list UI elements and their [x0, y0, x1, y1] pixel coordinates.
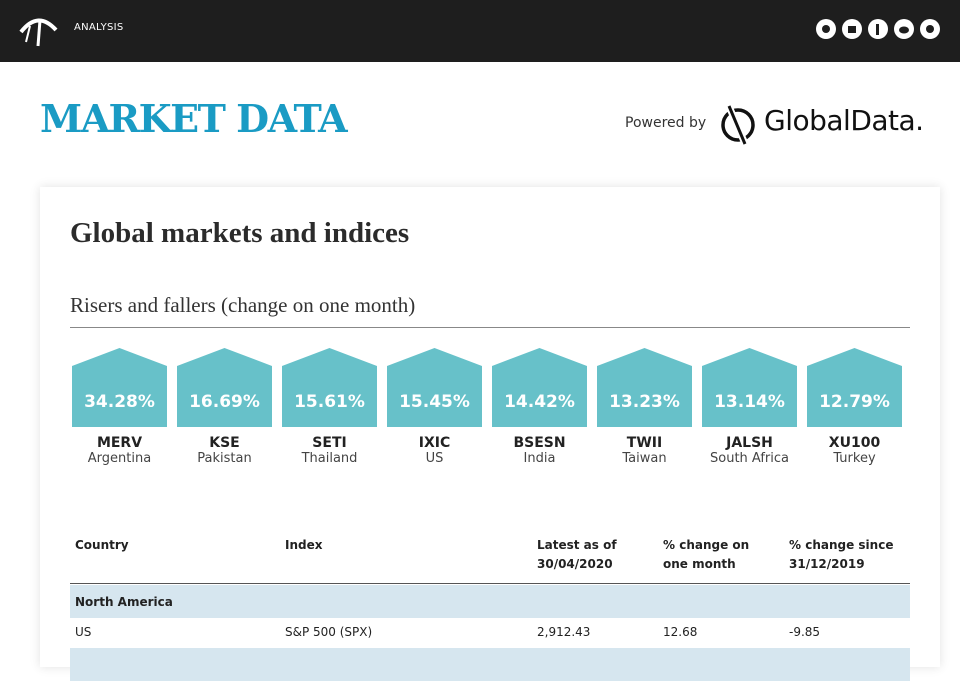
- tile-shape: [807, 348, 902, 427]
- divider: [70, 327, 910, 328]
- tile-change: 15.61%: [294, 392, 365, 412]
- tile-country: India: [523, 451, 556, 466]
- card-title: Global markets and indices: [70, 217, 410, 249]
- riser-tile: 14.42% BSESN India: [492, 348, 587, 466]
- tile-country: Turkey: [833, 451, 876, 466]
- group-row: [70, 648, 910, 681]
- riser-tile: 13.14% JALSH South Africa: [702, 348, 797, 466]
- group-name: North America: [75, 595, 173, 609]
- column-header: Latest as of 30/04/2020: [537, 538, 617, 571]
- group-row: [70, 585, 910, 618]
- table-cell: US: [75, 625, 92, 639]
- tile-change: 16.69%: [189, 392, 260, 412]
- riser-tile: 13.23% TWII Taiwan: [597, 348, 692, 466]
- tile-country: Pakistan: [197, 451, 252, 466]
- powered-by: Powered by: [625, 115, 707, 131]
- tile-shape: [282, 348, 377, 427]
- brand-mark: [721, 102, 755, 148]
- nav-link[interactable]: ANALYSIS: [74, 22, 124, 33]
- tile-code: TWII: [626, 435, 663, 451]
- tile-shape: [702, 348, 797, 427]
- riser-tile: 16.69% KSE Pakistan: [177, 348, 272, 466]
- column-header: % change since 31/12/2019: [789, 538, 894, 571]
- tile-change: 13.14%: [714, 392, 785, 412]
- card-subtitle: Risers and fallers (change on one month): [70, 293, 416, 317]
- tile-change: 13.23%: [609, 392, 680, 412]
- tile-code: JALSH: [726, 435, 773, 451]
- tile-country: South Africa: [710, 451, 789, 466]
- tile-shape: [72, 348, 167, 427]
- market-card: Global markets and indices Risers and fa…: [40, 187, 940, 681]
- table-cell: S&P 500 (SPX): [285, 625, 373, 639]
- table-cell: 2,912.43: [537, 625, 591, 639]
- tile-code: XU100: [828, 435, 881, 451]
- column-header: % change on one month: [663, 538, 750, 571]
- top-bar: ANALYSIS: [0, 0, 960, 62]
- tile-code: IXIC: [418, 435, 451, 451]
- tile-country: Thailand: [301, 451, 358, 466]
- tile-shape: [387, 348, 482, 427]
- tile-country: Argentina: [87, 451, 152, 466]
- page-title: MARKET DATA: [40, 96, 348, 141]
- table-cell: 12.68: [663, 625, 698, 639]
- table-rule: [70, 583, 910, 584]
- tile-code: BSESN: [513, 435, 566, 451]
- tile-shape: [492, 348, 587, 427]
- tile-code: SETI: [312, 435, 347, 451]
- riser-tile: 34.28% MERV Argentina: [72, 348, 167, 466]
- riser-tile: 15.61% SETI Thailand: [282, 348, 377, 466]
- brand-name[interactable]: GlobalData.: [764, 104, 924, 137]
- riser-tile: 12.79% XU100 Turkey: [807, 348, 902, 466]
- riser-tile: 15.45% IXIC US: [387, 348, 482, 466]
- tile-change: 15.45%: [399, 392, 470, 412]
- table-cell: -9.85: [789, 625, 821, 639]
- tile-country: US: [425, 451, 444, 466]
- tile-change: 12.79%: [819, 392, 890, 412]
- site-logo[interactable]: [18, 12, 60, 48]
- tile-code: MERV: [96, 435, 143, 451]
- tile-code: KSE: [209, 435, 240, 451]
- column-header: Index: [285, 538, 323, 552]
- tile-shape: [177, 348, 272, 427]
- tile-shape: [597, 348, 692, 427]
- tile-change: 14.42%: [504, 392, 575, 412]
- tile-change: 34.28%: [84, 392, 155, 412]
- column-header: Country: [75, 538, 129, 552]
- social-icons: [816, 19, 940, 39]
- tile-country: Taiwan: [622, 451, 667, 466]
